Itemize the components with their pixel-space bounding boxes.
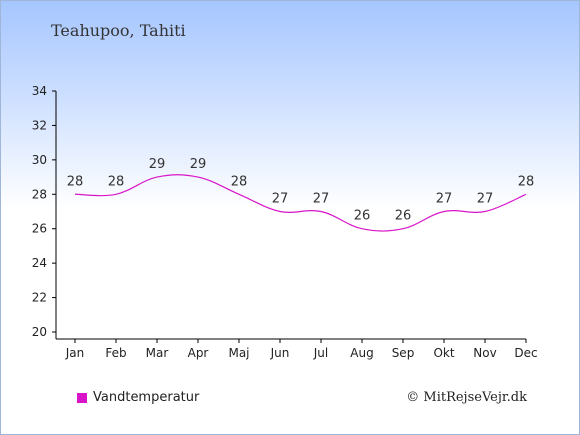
x-tick-label: Dec: [514, 346, 537, 360]
data-label: 27: [436, 192, 453, 207]
legend-label: Vandtemperatur: [93, 390, 200, 405]
data-label: 28: [108, 174, 125, 189]
x-tick-label: Mar: [146, 346, 169, 360]
x-tick-label: Okt: [433, 346, 454, 360]
copyright-text: © MitRejseVejr.dk: [406, 390, 527, 405]
y-tick-label: 32: [32, 118, 47, 132]
series-line: [74, 174, 527, 232]
y-tick-label: 34: [32, 84, 47, 98]
chart-title: Teahupoo, Tahiti: [51, 21, 186, 40]
data-label: 27: [272, 192, 289, 207]
data-label: 28: [518, 174, 535, 189]
x-tick-label: Jun: [270, 346, 290, 360]
data-label: 28: [231, 174, 248, 189]
y-tick-label: 22: [32, 291, 47, 305]
legend-swatch: [77, 392, 87, 403]
x-tick-label: Maj: [228, 346, 249, 360]
y-tick-label: 28: [32, 187, 47, 201]
data-label: 29: [149, 157, 166, 172]
data-label: 27: [477, 192, 494, 207]
y-tick-label: 24: [32, 256, 47, 270]
x-tick-label: Jan: [65, 346, 85, 360]
y-tick-label: 26: [32, 222, 47, 236]
data-label: 29: [190, 157, 207, 172]
x-tick-label: Nov: [473, 346, 496, 360]
data-label: 26: [395, 209, 412, 224]
data-label: 27: [313, 192, 330, 207]
data-label: 28: [67, 174, 84, 189]
x-tick-label: Sep: [392, 346, 415, 360]
data-label: 26: [354, 209, 371, 224]
x-tick-label: Aug: [350, 346, 373, 360]
x-tick-label: Jul: [313, 346, 328, 360]
y-tick-label: 20: [32, 325, 47, 339]
x-tick-label: Apr: [188, 346, 209, 360]
legend: Vandtemperatur: [77, 390, 199, 405]
y-tick-label: 30: [32, 153, 47, 167]
x-tick-label: Feb: [105, 346, 126, 360]
